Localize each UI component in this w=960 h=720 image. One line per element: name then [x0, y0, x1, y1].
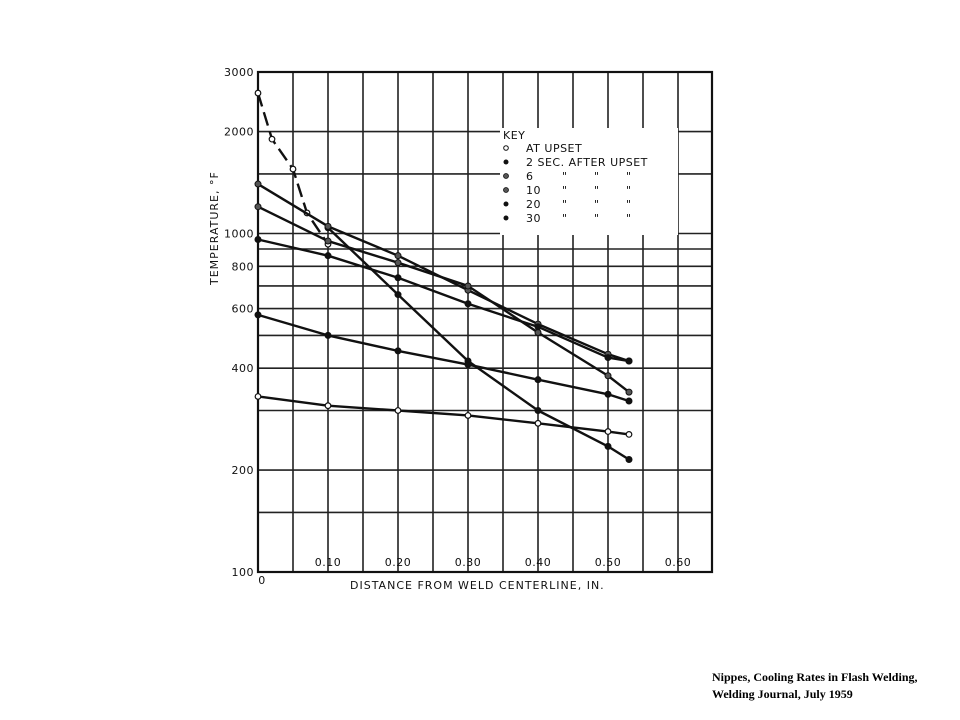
legend-ditto-mark: " — [626, 184, 632, 197]
legend-marker — [503, 201, 509, 207]
data-point — [464, 361, 472, 369]
data-point — [254, 393, 262, 400]
legend-label: AT UPSET — [526, 142, 582, 155]
caption-line-2: Welding Journal, July 1959 — [712, 687, 853, 701]
data-point — [604, 442, 612, 450]
legend-title: KEY — [503, 129, 525, 142]
data-point — [625, 388, 633, 396]
legend-ditto-mark: " — [594, 198, 600, 211]
legend-ditto-mark: " — [626, 212, 632, 225]
data-point — [464, 412, 472, 419]
data-point — [324, 252, 332, 260]
y-tick-label: 3000 — [224, 66, 254, 79]
y-tick-label: 200 — [232, 464, 255, 477]
data-point — [254, 203, 262, 211]
legend-label: 10 — [526, 184, 541, 197]
y-tick-label: 400 — [232, 362, 255, 375]
data-point — [625, 357, 633, 365]
data-point — [625, 455, 633, 463]
data-point — [394, 274, 402, 282]
data-point — [394, 347, 402, 355]
data-point — [324, 402, 332, 410]
data-point — [604, 390, 612, 398]
legend-ditto-mark: " — [562, 184, 568, 197]
data-point — [254, 311, 262, 319]
source-caption: Nippes, Cooling Rates in Flash Welding, … — [712, 669, 918, 703]
data-point — [534, 376, 542, 384]
y-tick-label: 600 — [232, 303, 255, 316]
data-point — [324, 331, 332, 339]
legend-ditto-mark: " — [562, 212, 568, 225]
data-point — [625, 430, 633, 438]
x-tick-label: 0.40 — [525, 556, 552, 569]
data-point — [604, 354, 612, 362]
legend-box — [500, 128, 678, 235]
legend-label: 2 SEC. AFTER UPSET — [526, 156, 648, 169]
legend-ditto-mark: " — [626, 170, 632, 183]
data-point — [324, 237, 332, 245]
data-point — [394, 291, 402, 299]
data-point — [394, 407, 402, 414]
y-tick-label: 100 — [232, 566, 255, 579]
data-point — [324, 222, 332, 230]
chart-axes: 3000 2000 1000 800 600 400 200 1000 0.10 0.20 0.30… — [224, 66, 714, 587]
legend-marker — [503, 215, 509, 221]
x-tick-label: 0.60 — [665, 556, 692, 569]
data-point — [534, 323, 542, 331]
legend-ditto-mark: " — [594, 184, 600, 197]
data-point — [254, 236, 262, 244]
data-point — [464, 282, 472, 290]
x-tick-label: 0.10 — [315, 556, 342, 569]
legend-marker — [503, 187, 509, 193]
data-point — [534, 406, 542, 414]
x-tick-label: 0.30 — [455, 556, 482, 569]
data-point — [625, 397, 633, 405]
data-point — [394, 252, 402, 260]
chart-series — [254, 89, 633, 463]
caption-line-1: Nippes, Cooling Rates in Flash Welding, — [712, 670, 918, 684]
legend-ditto-mark: " — [594, 170, 600, 183]
legend-marker — [503, 145, 509, 151]
y-tick-label: 2000 — [224, 126, 254, 139]
legend-marker — [503, 159, 509, 165]
series-line — [327, 226, 630, 461]
data-point — [534, 328, 542, 336]
legend-label: 6 — [526, 170, 534, 183]
data-point — [394, 259, 402, 267]
x-axis-label: DISTANCE FROM WELD CENTERLINE, IN. — [350, 579, 605, 592]
data-point — [254, 89, 262, 97]
x-tick-label: 0 — [258, 574, 266, 587]
data-point — [289, 165, 297, 173]
data-point — [534, 419, 542, 427]
legend-ditto-mark: " — [594, 212, 600, 225]
legend-label: 30 — [526, 212, 541, 225]
data-point — [254, 180, 262, 188]
data-point — [464, 300, 472, 308]
legend-label: 20 — [526, 198, 541, 211]
data-point — [604, 372, 612, 380]
x-tick-label: 0.20 — [385, 556, 412, 569]
legend-marker — [503, 173, 509, 179]
legend-ditto-mark: " — [562, 170, 568, 183]
x-tick-label: 0.50 — [595, 556, 622, 569]
y-axis-label: TEMPERATURE, °F — [208, 171, 221, 286]
y-tick-label: 800 — [232, 260, 255, 273]
legend-ditto-mark: " — [562, 198, 568, 211]
data-point — [604, 428, 612, 435]
y-tick-label: 1000 — [224, 228, 254, 241]
data-point — [268, 135, 276, 143]
plot-frame — [256, 70, 714, 574]
legend-ditto-mark: " — [626, 198, 632, 211]
